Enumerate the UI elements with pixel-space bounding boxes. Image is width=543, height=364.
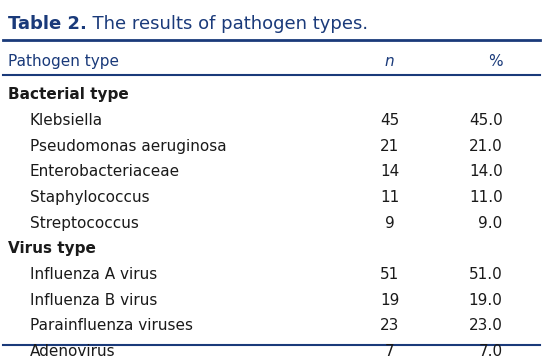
Text: n: n: [385, 54, 395, 69]
Text: Pathogen type: Pathogen type: [8, 54, 119, 69]
Text: Bacterial type: Bacterial type: [8, 87, 129, 102]
Text: Pseudomonas aeruginosa: Pseudomonas aeruginosa: [30, 139, 226, 154]
Text: 23.0: 23.0: [469, 318, 503, 333]
Text: Klebsiella: Klebsiella: [30, 113, 103, 128]
Text: 45.0: 45.0: [469, 113, 503, 128]
Text: Table 2.: Table 2.: [8, 15, 87, 33]
Text: 11.0: 11.0: [469, 190, 503, 205]
Text: Enterobacteriaceae: Enterobacteriaceae: [30, 164, 180, 179]
Text: 19.0: 19.0: [469, 293, 503, 308]
Text: Adenovirus: Adenovirus: [30, 344, 115, 359]
Text: 51: 51: [380, 267, 399, 282]
Text: The results of pathogen types.: The results of pathogen types.: [81, 15, 368, 33]
Text: 23: 23: [380, 318, 400, 333]
Text: 45: 45: [380, 113, 399, 128]
Text: Streptococcus: Streptococcus: [30, 215, 138, 231]
Text: 9.0: 9.0: [478, 215, 503, 231]
Text: Staphylococcus: Staphylococcus: [30, 190, 149, 205]
Text: 19: 19: [380, 293, 400, 308]
Text: Influenza A virus: Influenza A virus: [30, 267, 157, 282]
Text: %: %: [488, 54, 503, 69]
Text: Virus type: Virus type: [8, 241, 96, 256]
Text: 9: 9: [385, 215, 395, 231]
Text: 51.0: 51.0: [469, 267, 503, 282]
Text: 14.0: 14.0: [469, 164, 503, 179]
Text: 7: 7: [385, 344, 395, 359]
Text: 21: 21: [380, 139, 399, 154]
Text: Parainfluenza viruses: Parainfluenza viruses: [30, 318, 193, 333]
Text: Influenza B virus: Influenza B virus: [30, 293, 157, 308]
Text: 21.0: 21.0: [469, 139, 503, 154]
Text: 11: 11: [380, 190, 399, 205]
Text: 14: 14: [380, 164, 399, 179]
Text: 7.0: 7.0: [478, 344, 503, 359]
